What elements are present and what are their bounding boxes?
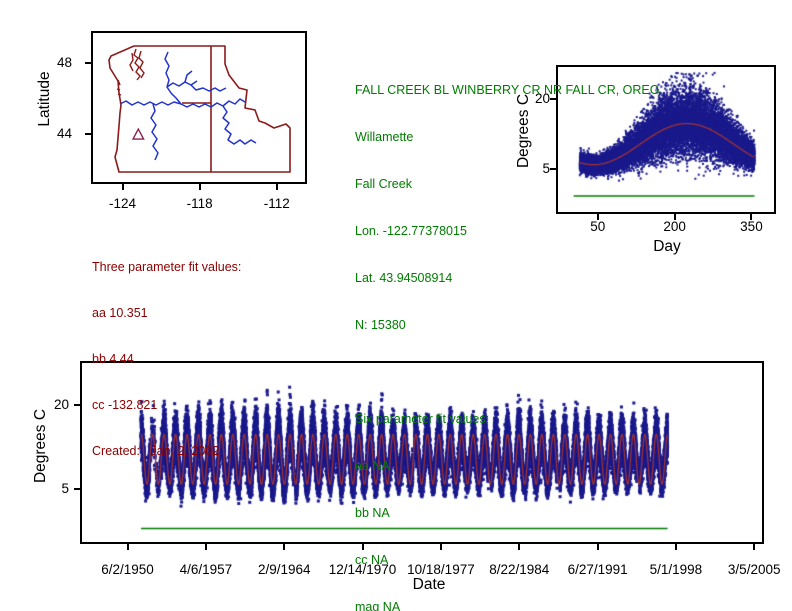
x-tick-label: 4/6/1957: [179, 562, 233, 577]
x-tick-mark: [275, 184, 278, 190]
x-tick-mark: [674, 544, 677, 550]
x-tick-mark: [204, 544, 207, 550]
created-date: Created: Jan. 2, 2002: [92, 444, 220, 458]
y-axis-title: Latitude: [36, 71, 53, 127]
y-tick-label: 20: [53, 397, 69, 413]
station-info-block: FALL CREEK BL WINBERRY CR NR FALL CR, OR…: [355, 53, 663, 611]
x-tick-mark: [596, 214, 599, 220]
y-tick-mark: [74, 404, 80, 407]
x-tick-mark: [750, 214, 753, 220]
y-tick-mark: [85, 133, 91, 136]
x-tick-label: 50: [590, 219, 606, 234]
three-param-cc: cc -132.821: [92, 398, 158, 412]
station-map-plot: [91, 31, 307, 184]
y-tick-label: 5: [542, 160, 550, 176]
x-tick-label: 350: [740, 219, 763, 234]
puget-sound-coastline: [116, 48, 145, 96]
day-of-year-scatter-plot: [556, 65, 776, 214]
station-count: N: 15380: [355, 318, 406, 332]
x-tick-mark: [518, 544, 521, 550]
station-title: FALL CREEK BL WINBERRY CR NR FALL CR, OR…: [355, 83, 663, 97]
day-scatter-canvas: [558, 67, 774, 212]
y-tick-mark: [550, 98, 556, 101]
x-tick-mark: [439, 544, 442, 550]
x-tick-label: -112: [263, 196, 290, 211]
x-tick-label: -124: [109, 196, 137, 211]
x-tick-mark: [361, 544, 364, 550]
state-outline: [108, 45, 291, 173]
x-tick-mark: [596, 544, 599, 550]
three-param-fit-block: Three parameter fit values: aa 10.351 bb…: [92, 230, 241, 488]
station-basin: Willamette: [355, 130, 414, 144]
x-tick-label: 5/1/1998: [649, 562, 703, 577]
y-tick-mark: [85, 62, 91, 65]
station-stream: Fall Creek: [355, 177, 412, 191]
x-tick-label: 2/9/1964: [257, 562, 311, 577]
timeseries-canvas: [82, 363, 762, 542]
map-graphic: [108, 45, 291, 173]
x-tick-mark: [283, 544, 286, 550]
x-tick-label: 10/18/1977: [407, 562, 475, 577]
x-tick-mark: [126, 544, 129, 550]
x-tick-label: 6/2/1950: [101, 562, 154, 577]
x-tick-label: 8/22/1984: [489, 562, 550, 577]
x-axis-title: Date: [412, 576, 446, 593]
y-tick-label: 20: [534, 91, 550, 107]
three-param-aa: aa 10.351: [92, 306, 148, 320]
x-tick-label: 6/27/1991: [567, 562, 628, 577]
y-axis-title: Degrees C: [32, 408, 49, 484]
six-param-bb: bb NA: [355, 506, 390, 520]
station-latitude: Lat. 43.94508914: [355, 271, 453, 285]
x-tick-label: 3/5/2005: [727, 562, 781, 577]
x-tick-label: 200: [663, 219, 686, 234]
y-tick-mark: [550, 167, 556, 170]
timeseries-scatter-plot: [80, 361, 764, 544]
x-axis-title: Day: [653, 238, 681, 255]
spacer-line: [355, 363, 663, 382]
three-param-heading: Three parameter fit values:: [92, 260, 242, 274]
y-tick-label: 48: [56, 55, 72, 71]
x-tick-mark: [673, 214, 676, 220]
x-tick-label: -118: [186, 196, 213, 211]
rivers: [119, 51, 257, 161]
x-tick-mark: [121, 184, 124, 190]
y-tick-label: 44: [56, 126, 72, 142]
x-tick-mark: [198, 184, 201, 190]
six-param-cc: cc NA: [355, 553, 389, 567]
y-tick-label: 5: [61, 481, 69, 497]
station-marker-triangle: [131, 127, 145, 140]
six-param-heading: Six parameter fit values:: [355, 412, 490, 426]
station-longitude: Lon. -122.77378015: [355, 224, 467, 238]
six-param-aa: aa NA: [355, 459, 390, 473]
x-tick-label: 12/14/1970: [328, 562, 397, 577]
three-param-bb: bb 4.44: [92, 352, 134, 366]
six-param-mag: mag NA: [355, 600, 401, 611]
x-tick-mark: [753, 544, 756, 550]
y-tick-mark: [74, 488, 80, 491]
